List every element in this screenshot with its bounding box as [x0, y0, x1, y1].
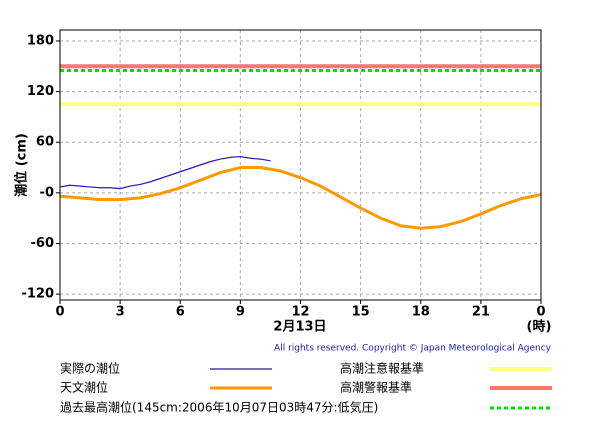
x-tick-label: 3 [116, 305, 125, 320]
x-tick-label: 0 [536, 305, 545, 320]
x-axis-label: 2月13日 [273, 320, 326, 335]
x-unit: (時) [527, 319, 552, 335]
x-tick-label: 18 [412, 305, 430, 320]
plot-frame [59, 29, 542, 301]
x-tick-label: 0 [55, 305, 64, 320]
y-tick-label: 60 [36, 135, 54, 150]
x-tick-label: 9 [236, 305, 245, 320]
y-tick-label: 120 [27, 84, 54, 99]
y-tick-label: 180 [27, 33, 54, 48]
series-line [59, 166, 542, 230]
copyright: All rights reserved. Copyright © Japan M… [274, 344, 552, 354]
y-tick-label: -120 [21, 287, 54, 302]
x-tick-label: 15 [352, 305, 370, 320]
legend-label: 高潮注意報基準 [340, 361, 424, 376]
y-tick-label: -0 [40, 185, 54, 200]
series-line [59, 155, 271, 190]
legend-label: 天文潮位 [60, 380, 108, 395]
y-axis-label: 潮位 (cm) [14, 133, 30, 197]
legend-label: 実際の潮位 [60, 361, 120, 376]
legend-label: 過去最高潮位(145cm:2006年10月07日03時47分:低気圧) [60, 400, 378, 415]
x-tick-label: 12 [291, 305, 309, 320]
x-tick-label: 21 [472, 305, 490, 320]
y-tick-label: -60 [31, 236, 55, 251]
x-tick-label: 6 [176, 305, 185, 320]
legend-label: 高潮警報基準 [340, 380, 412, 395]
